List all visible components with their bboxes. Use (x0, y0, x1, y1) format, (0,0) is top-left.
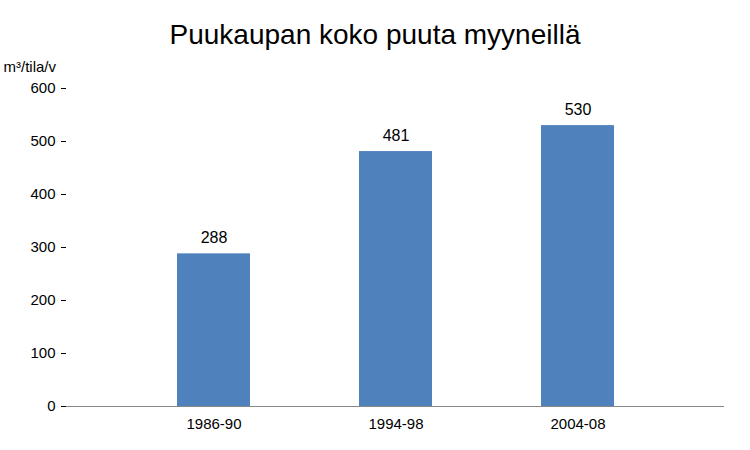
svg-text:400: 400 (30, 185, 55, 202)
svg-text:2004-08: 2004-08 (550, 415, 605, 432)
svg-text:500: 500 (30, 132, 55, 149)
svg-text:100: 100 (30, 344, 55, 361)
svg-text:288: 288 (201, 229, 228, 246)
html-text:Puukaupan koko puuta myyneillä: Puukaupan koko puuta myyneillä (169, 19, 581, 50)
svg-text:m³/tila/v: m³/tila/v (4, 58, 57, 75)
svg-text:200: 200 (30, 291, 55, 308)
svg-text:0: 0 (47, 397, 55, 414)
svg-text:1986-90: 1986-90 (186, 415, 241, 432)
svg-text:1994-98: 1994-98 (368, 415, 423, 432)
svg-text:300: 300 (30, 238, 55, 255)
svg-text:481: 481 (383, 127, 410, 144)
svg-text:600: 600 (30, 79, 55, 96)
svg-text:530: 530 (565, 101, 592, 118)
